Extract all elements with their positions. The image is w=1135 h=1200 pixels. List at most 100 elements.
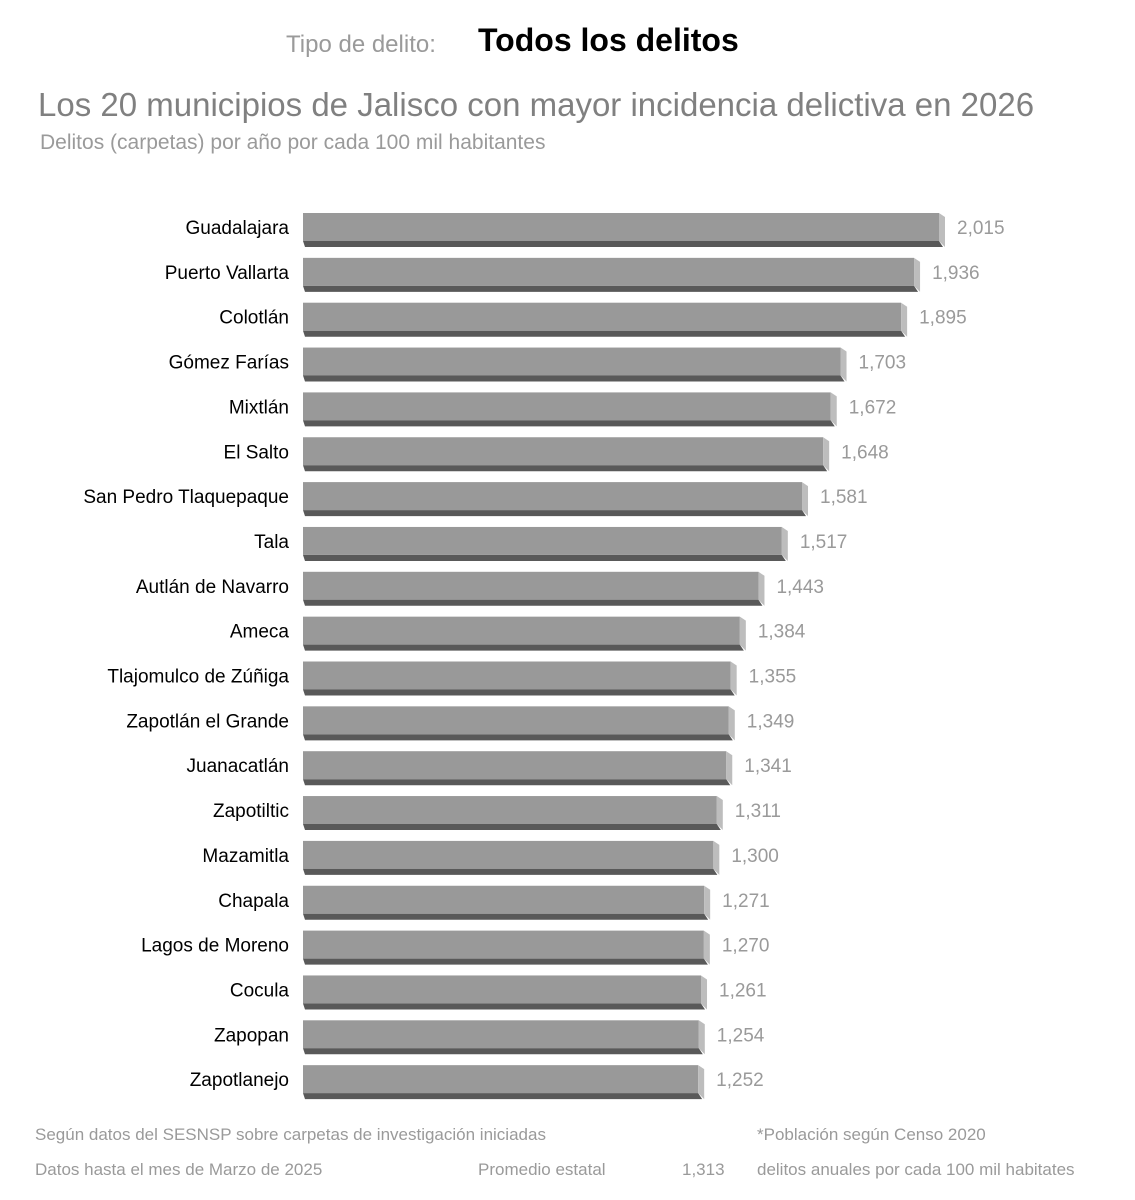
bar [303, 706, 729, 735]
category-label: Tlajomulco de Zúñiga [107, 667, 289, 688]
bar [303, 885, 705, 914]
category-label: Lagos de Moreno [141, 936, 289, 957]
category-label: Puerto Vallarta [165, 263, 290, 284]
bar-side [739, 616, 746, 651]
value-label: 1,384 [758, 622, 806, 643]
bar-side [830, 392, 837, 427]
category-label: Autlán de Navarro [136, 577, 289, 598]
bar-side [713, 840, 720, 875]
bar-shadow [303, 689, 735, 696]
bar-group: Zapopan 1,254 [214, 1020, 765, 1055]
category-label: Juanacatlán [187, 756, 289, 777]
value-label: 2,015 [957, 218, 1005, 239]
bar-shadow [303, 1003, 706, 1010]
category-label: San Pedro Tlaquepaque [83, 487, 289, 508]
bar-group: El Salto 1,648 [224, 437, 889, 472]
category-label: Guadalajara [185, 218, 289, 239]
bar [303, 840, 714, 869]
value-label: 1,349 [747, 711, 795, 732]
footer-average-label: Promedio estatal [478, 1160, 606, 1179]
value-label: 1,703 [859, 353, 907, 374]
bar-group: Zapotlán el Grande 1,349 [126, 706, 795, 741]
bar-shadow [303, 554, 786, 561]
bar-side [802, 482, 809, 517]
bar [303, 526, 782, 555]
bar [303, 257, 915, 286]
bar [303, 347, 841, 376]
bar-shadow [303, 734, 733, 741]
value-label: 1,300 [731, 846, 779, 867]
bar-group: Puerto Vallarta 1,936 [165, 257, 980, 292]
bar [303, 392, 831, 421]
bar-shadow [303, 330, 906, 337]
bar [303, 302, 902, 331]
bar-shadow [303, 420, 835, 427]
value-label: 1,517 [800, 532, 848, 553]
bar [303, 213, 939, 241]
bar-group: Tlajomulco de Zúñiga 1,355 [107, 661, 797, 696]
bar-shadow [303, 510, 807, 517]
value-label: 1,672 [849, 397, 897, 418]
bar-group: Colotlán 1,895 [219, 302, 967, 337]
value-label: 1,936 [932, 263, 980, 284]
value-label: 1,581 [820, 487, 868, 508]
bar-shadow [303, 958, 708, 965]
bar-shadow [303, 1048, 703, 1055]
bar-group: Cocula 1,261 [230, 975, 767, 1010]
value-label: 1,261 [719, 980, 767, 1001]
bar-side [728, 706, 735, 741]
bar-shadow [303, 285, 919, 292]
bar-group: Mixtlán 1,672 [229, 392, 897, 427]
category-label: Zapotlán el Grande [126, 711, 289, 732]
bar-side [901, 302, 908, 337]
footer-average-value: 1,313 [682, 1160, 725, 1179]
category-label: Zapotiltic [213, 801, 289, 822]
bar [303, 1020, 699, 1049]
category-label: Chapala [218, 891, 289, 912]
category-label: Zapopan [214, 1025, 289, 1046]
bar-side [823, 437, 830, 472]
chart-subtitle: Delitos (carpetas) por año por cada 100 … [40, 131, 546, 154]
bar [303, 930, 704, 959]
bar-shadow [303, 913, 709, 920]
chart-title: Los 20 municipios de Jalisco con mayor i… [38, 86, 1035, 123]
footer-source-note: Según datos del SESNSP sobre carpetas de… [35, 1125, 546, 1144]
category-label: Gómez Farías [169, 353, 289, 374]
bar [303, 796, 717, 825]
bar-side [698, 1020, 705, 1055]
bar-shadow [303, 644, 744, 651]
category-label: Ameca [230, 622, 290, 643]
bar-group: San Pedro Tlaquepaque 1,581 [83, 482, 868, 517]
bar-group: Lagos de Moreno 1,270 [141, 930, 769, 965]
footer-population-note: *Población según Censo 2020 [757, 1125, 986, 1144]
category-label: Tala [254, 532, 289, 553]
bar-chart: Guadalajara 2,015 Puerto Vallarta 1,936 Colo… [83, 213, 1005, 1100]
category-label: Cocula [230, 980, 290, 1001]
value-label: 1,311 [735, 801, 781, 822]
bar-group: Chapala 1,271 [218, 885, 770, 920]
bar-shadow [303, 779, 731, 786]
bar [303, 571, 759, 600]
filter-label: Tipo de delito: [286, 31, 436, 58]
bar [303, 661, 731, 690]
bar-group: Gómez Farías 1,703 [169, 347, 907, 382]
filter-value-dropdown[interactable]: Todos los delitos [478, 22, 739, 58]
value-label: 1,355 [749, 667, 797, 688]
bar-side [726, 751, 733, 786]
bar-side [701, 975, 708, 1010]
bar-shadow [303, 599, 763, 606]
bar-shadow [303, 375, 845, 382]
bar-shadow [303, 465, 828, 472]
bar-shadow [303, 241, 943, 247]
category-label: Colotlán [219, 308, 289, 329]
footer-data-until: Datos hasta el mes de Marzo de 2025 [35, 1160, 323, 1179]
bar-side [698, 1065, 705, 1100]
value-label: 1,341 [744, 756, 792, 777]
bar-side [840, 347, 847, 382]
value-label: 1,648 [841, 442, 889, 463]
bar [303, 437, 824, 466]
bar-group: Guadalajara 2,015 [185, 213, 1005, 247]
category-label: Mixtlán [229, 397, 289, 418]
bar-group: Tala 1,517 [254, 526, 848, 561]
bar [303, 1065, 699, 1094]
